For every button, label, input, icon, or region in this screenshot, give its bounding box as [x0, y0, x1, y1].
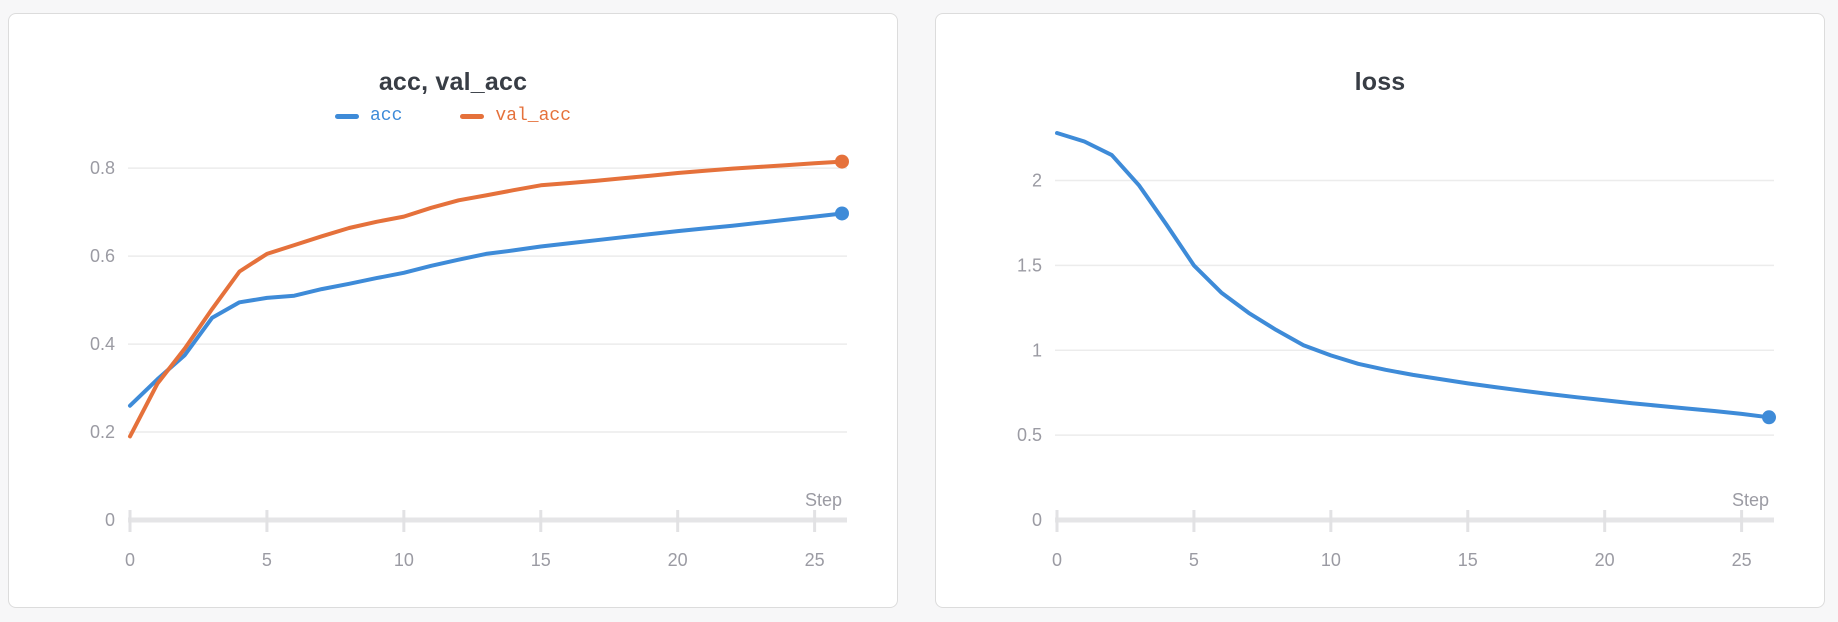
series-end-marker-acc — [835, 206, 849, 221]
x-tick-label: 5 — [1189, 550, 1199, 570]
x-tick-label: 10 — [1321, 550, 1341, 570]
x-tick-label: 10 — [394, 550, 414, 570]
legend-dash-icon — [334, 113, 359, 119]
panel-loss[interactable]: loss 0 5 10 15 20 25 0 0.5 1 1.5 2 Step — [935, 13, 1825, 608]
x-tick-label: 20 — [668, 550, 688, 570]
y-tick-label: 0.8 — [90, 158, 115, 178]
series-line-val_acc[interactable] — [128, 159, 844, 439]
y-tick-label: 0.2 — [90, 422, 115, 442]
legend-dash-icon — [460, 113, 485, 119]
series-end-marker-val_acc — [835, 154, 849, 169]
series-line-loss[interactable] — [1055, 131, 1771, 420]
y-tick-label: 0.4 — [90, 334, 115, 354]
x-tick-label: 5 — [262, 550, 272, 570]
y-tick-label: 0 — [1032, 510, 1042, 530]
y-tick-label: 0.5 — [1017, 425, 1042, 445]
panel-acc-val-acc[interactable]: acc, val_acc acc val_acc 0 5 10 15 20 25 0 0.2 0.… — [8, 13, 898, 608]
x-tick-label: 0 — [1052, 550, 1062, 570]
legend-item-acc: acc — [334, 106, 403, 126]
y-tick-label: 0 — [105, 510, 115, 530]
x-axis-title: Step — [1732, 490, 1769, 510]
series-line-acc[interactable] — [128, 211, 844, 408]
chart-canvas-acc-val-acc[interactable]: 0 5 10 15 20 25 0 0.2 0.4 0.6 0.8 Step — [9, 14, 897, 607]
x-tick-label: 25 — [1732, 550, 1752, 570]
x-tick-label: 0 — [125, 550, 135, 570]
x-tick-label: 25 — [805, 550, 825, 570]
y-tick-label: 1 — [1032, 340, 1042, 360]
legend-label: acc — [369, 106, 403, 126]
chart-canvas-loss[interactable]: 0 5 10 15 20 25 0 0.5 1 1.5 2 Step — [936, 14, 1824, 607]
y-tick-label: 2 — [1032, 171, 1042, 191]
series-end-marker-loss — [1762, 410, 1776, 425]
legend-label: val_acc — [495, 106, 572, 126]
y-tick-label: 1.5 — [1017, 255, 1042, 275]
x-tick-label: 15 — [1458, 550, 1478, 570]
x-tick-label: 15 — [531, 550, 551, 570]
chart-title: acc, val_acc — [378, 68, 528, 96]
chart-legend: acc val_acc — [9, 106, 897, 126]
x-tick-label: 20 — [1595, 550, 1615, 570]
legend-item-val_acc: val_acc — [460, 106, 571, 126]
chart-title: loss — [1354, 68, 1406, 96]
x-axis-title: Step — [805, 490, 842, 510]
y-tick-label: 0.6 — [90, 246, 115, 266]
